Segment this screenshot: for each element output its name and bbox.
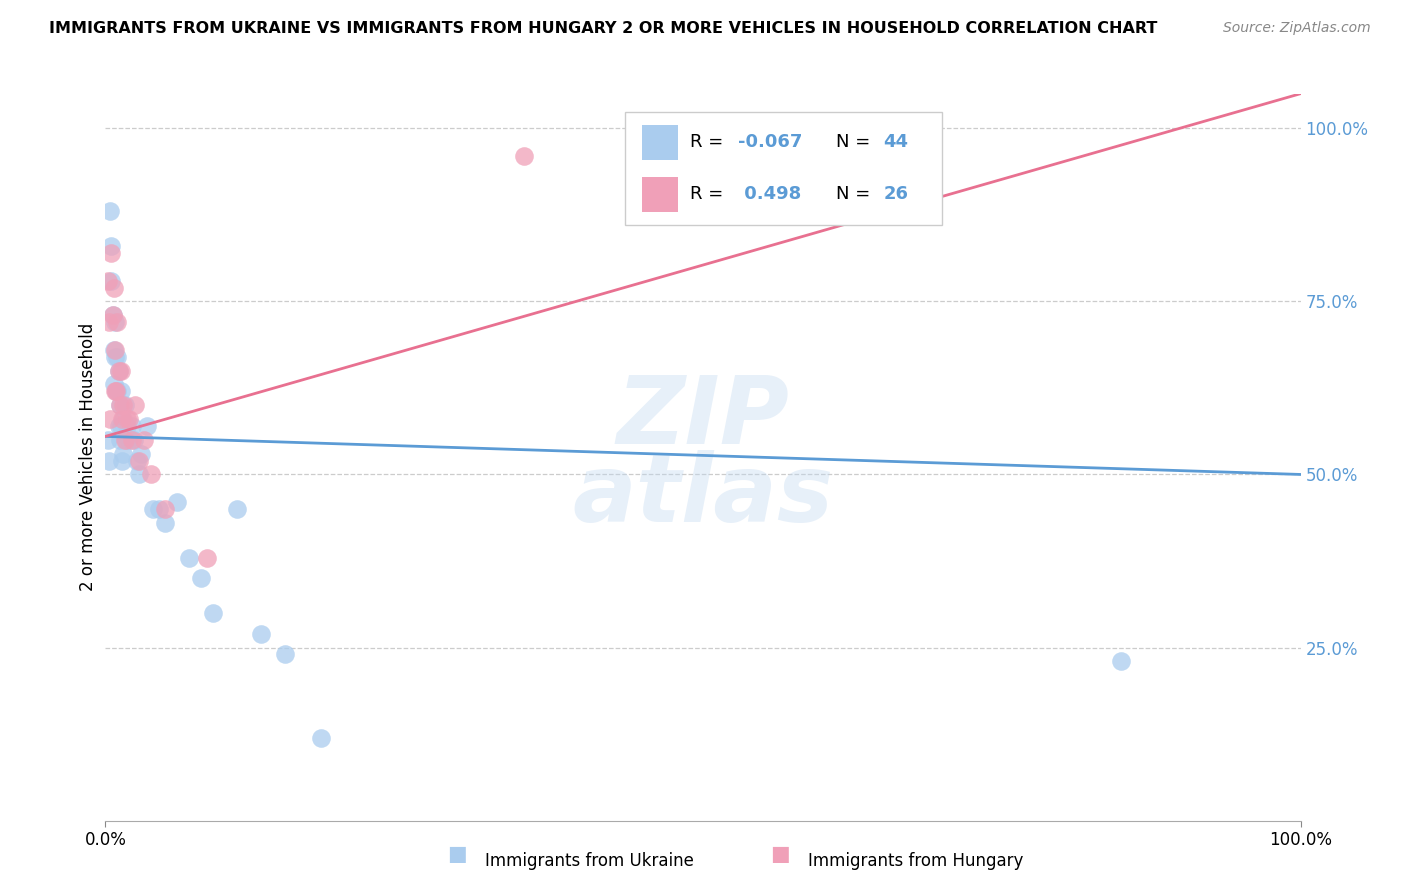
Point <box>112 412 135 426</box>
Point <box>250 626 273 640</box>
Point <box>110 363 132 377</box>
Point <box>114 433 136 447</box>
FancyBboxPatch shape <box>626 112 942 225</box>
Point <box>103 343 125 357</box>
Point <box>100 274 122 288</box>
Point <box>103 377 125 392</box>
Point <box>104 315 127 329</box>
Point <box>177 550 201 565</box>
Text: Immigrants from Hungary: Immigrants from Hungary <box>808 852 1024 870</box>
Point <box>108 398 131 412</box>
Point <box>101 308 124 322</box>
Point <box>118 433 141 447</box>
Text: R =: R = <box>690 133 728 152</box>
Text: -0.067: -0.067 <box>738 133 801 152</box>
Point <box>111 453 134 467</box>
Text: IMMIGRANTS FROM UKRAINE VS IMMIGRANTS FROM HUNGARY 2 OR MORE VEHICLES IN HOUSEHO: IMMIGRANTS FROM UKRAINE VS IMMIGRANTS FR… <box>49 21 1157 37</box>
Point <box>139 467 162 482</box>
Bar <box>643 125 678 160</box>
Point <box>98 315 121 329</box>
Text: ZIP
atlas: ZIP atlas <box>572 372 834 542</box>
Text: Source: ZipAtlas.com: Source: ZipAtlas.com <box>1223 21 1371 36</box>
Point <box>104 350 127 364</box>
Point <box>195 550 218 565</box>
Text: Immigrants from Ukraine: Immigrants from Ukraine <box>485 852 695 870</box>
Point <box>115 412 138 426</box>
Point <box>132 433 155 447</box>
Point <box>97 274 120 288</box>
Point <box>100 246 122 260</box>
Point <box>309 731 332 745</box>
Point <box>100 239 122 253</box>
Text: 0.498: 0.498 <box>738 186 801 203</box>
Text: 44: 44 <box>883 133 908 152</box>
Point <box>115 419 138 434</box>
Point <box>108 433 131 447</box>
Point <box>111 412 134 426</box>
Point <box>125 453 148 467</box>
Point <box>105 384 128 399</box>
Point <box>148 502 170 516</box>
Point <box>128 467 150 482</box>
Point <box>129 447 153 461</box>
Point <box>190 571 212 585</box>
Text: R =: R = <box>690 186 728 203</box>
Point <box>112 447 135 461</box>
Point <box>107 384 129 399</box>
Point <box>1111 654 1133 668</box>
Point <box>108 398 131 412</box>
Point <box>105 384 128 399</box>
Point <box>110 384 132 399</box>
Point <box>273 648 295 662</box>
Point <box>101 308 124 322</box>
Point <box>107 350 129 364</box>
Point <box>112 398 135 412</box>
Point <box>136 419 159 434</box>
Point <box>107 419 129 434</box>
Point <box>110 419 132 434</box>
Point <box>202 606 225 620</box>
Point <box>107 363 129 377</box>
Point <box>98 453 121 467</box>
Text: ■: ■ <box>447 845 467 864</box>
Point <box>98 204 121 219</box>
Point <box>121 433 143 447</box>
Point <box>153 516 177 530</box>
Point <box>128 453 150 467</box>
Point <box>104 384 127 399</box>
Point <box>153 502 177 516</box>
Point <box>107 363 129 377</box>
Point <box>166 495 188 509</box>
Point <box>122 433 145 447</box>
Text: N =: N = <box>835 186 876 203</box>
Point <box>114 433 136 447</box>
Text: 26: 26 <box>883 186 908 203</box>
Y-axis label: 2 or more Vehicles in Household: 2 or more Vehicles in Household <box>79 323 97 591</box>
Bar <box>643 177 678 211</box>
Point <box>118 412 141 426</box>
Point <box>103 280 125 294</box>
Point <box>98 412 121 426</box>
Point <box>513 149 536 163</box>
Point <box>107 315 129 329</box>
Point <box>124 398 146 412</box>
Point <box>97 433 120 447</box>
Text: N =: N = <box>835 133 876 152</box>
Point <box>114 398 136 412</box>
Point <box>225 502 249 516</box>
Point <box>142 502 165 516</box>
Point <box>121 419 143 434</box>
Point <box>104 343 127 357</box>
Text: ■: ■ <box>770 845 790 864</box>
